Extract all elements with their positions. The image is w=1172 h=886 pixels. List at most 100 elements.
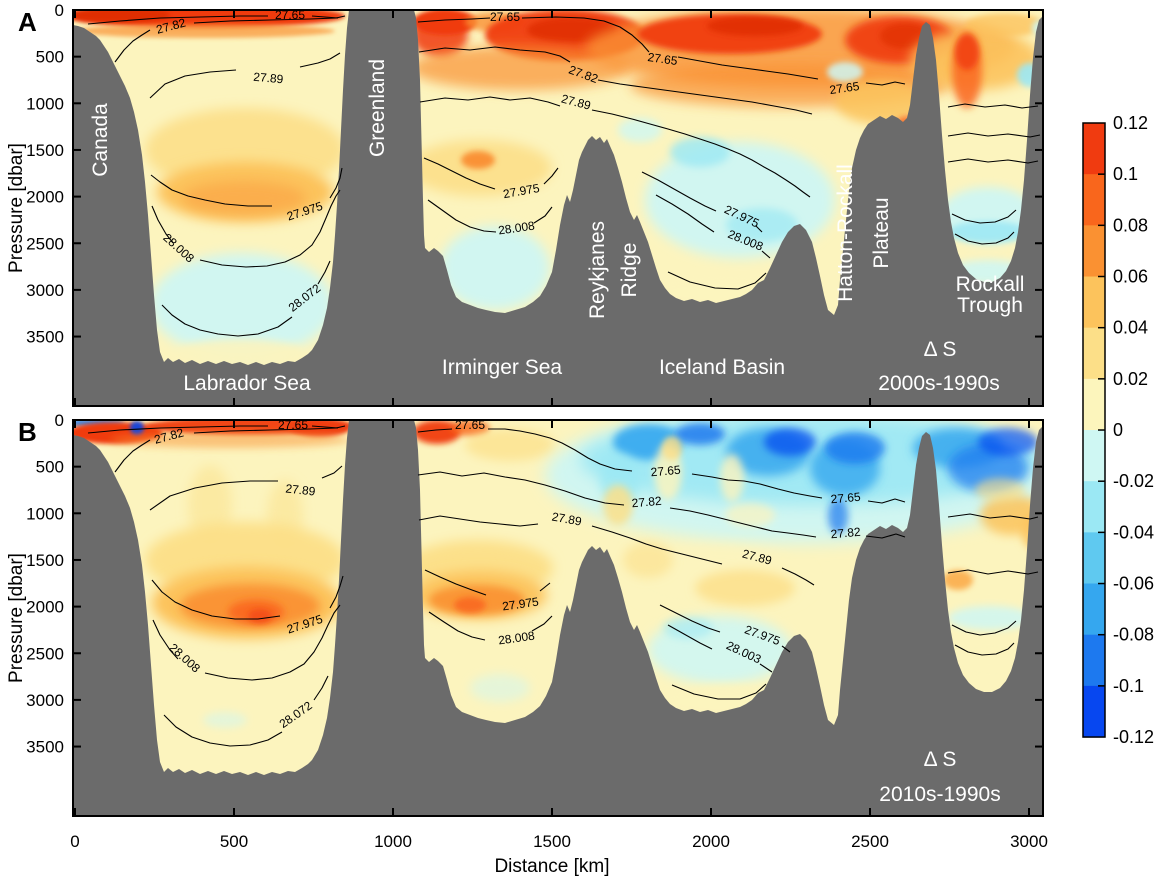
region-label: Trough [957,294,1023,317]
colorbar-tick-label: 0.02 [1113,369,1148,389]
contour-label: 27.65 [830,490,861,507]
color-anomaly-blob [175,339,305,365]
colorbar-segment [1083,276,1105,329]
isopycnal-contour-28.072 [161,260,331,337]
colorbar-segment [1083,123,1105,175]
x-tick-label: 1000 [374,832,412,851]
color-anomaly-blob [110,432,350,448]
y-tick-label-panel-a: 1500 [26,141,64,160]
colorbar-segment [1083,174,1105,226]
y-tick-label-panel-b: 2000 [26,598,64,617]
color-anomaly-blob [73,10,170,23]
color-anomaly-blob [880,23,930,49]
panel-clip-group [73,420,1043,816]
x-tick-label: 1500 [533,832,571,851]
color-anomaly-blob [835,80,925,124]
colorbar-frame [1082,122,1106,738]
contour-label: 28.008 [497,629,536,648]
region-label: 2000s-1990s [878,372,999,395]
colorbar-tick-label: 0.1 [1113,164,1138,184]
colorbar-tick-label: -0.1 [1113,676,1144,696]
color-anomaly-blob [828,498,848,534]
isopycnal-contour-27.975 [659,604,791,653]
region-label: Rockall [956,273,1025,296]
region-label: Reykjanes [586,221,609,319]
y-axis-title-a: Pressure [dbar] [6,143,27,273]
region-label: Δ S [924,338,957,361]
region-label: Greenland [366,59,389,157]
isopycnal-contour-28.008 [428,611,553,641]
region-label: Canada [89,103,112,177]
bathymetry-silhouette [73,10,1043,406]
region-label: Labrador Sea [183,372,311,395]
color-anomaly-blob [603,485,633,525]
colorbar-tick-label: -0.06 [1113,574,1154,594]
region-label: Hatton-Rockall [834,164,857,302]
isopycnal-contour-rockall [947,513,1039,656]
color-anomaly-blob [965,13,1043,37]
region-label: Ridge [618,243,641,298]
colorbar-tick-label: -0.12 [1113,727,1154,747]
color-anomaly-blob [410,46,630,90]
color-anomaly-blob [720,454,744,502]
colorbar-segment [1083,481,1105,533]
color-anomaly-blob [726,208,798,242]
panel-clip-group [73,10,1043,406]
color-anomaly-blob [454,597,486,613]
contour-label: 27.65 [647,50,679,68]
isopycnal-contour-27.975 [151,575,344,620]
region-label: Irminger Sea [442,356,563,379]
region-label: 2010s-1990s [879,783,1000,806]
color-anomaly-blob [663,617,713,639]
color-anomaly-blob [130,421,144,435]
colorbar-segment [1083,532,1105,585]
panel-b: 27.8227.6527.8927.97528.00828.07227.6527… [72,418,1044,817]
bathymetry-silhouette [73,420,1043,816]
color-anomaly-blob [203,712,247,728]
color-anomaly-blob [670,137,730,167]
isopycnal-contour-27.82 [114,425,346,473]
color-anomaly-blob [975,478,1025,502]
color-anomaly-blob [623,542,673,578]
isopycnal-contour-28.003 [667,624,773,673]
axes: Pressure [dbar] Pressure [dbar] Distance… [6,1,1048,877]
colorbar-segment [1083,583,1105,636]
color-anomaly-blob [150,253,334,357]
x-tick-label: 0 [70,832,79,851]
isopycnal-contour-27.82 [114,15,346,63]
isopycnal-contour-27.89 [149,52,341,99]
colorbar-segment [1083,634,1105,687]
y-tick-label-panel-b: 0 [55,411,64,430]
contour-label: 27.975 [502,181,541,201]
contour-label: 27.89 [551,510,583,529]
colorbar-tick-label: -0.04 [1113,522,1154,542]
color-anomaly-blob [948,221,1028,243]
x-tick-label: 500 [220,832,248,851]
y-tick-label-panel-a: 500 [36,48,64,67]
contour-label: 27.975 [501,595,540,614]
colorbar-tick-label: 0.12 [1113,113,1148,133]
y-tick-label-panel-b: 3000 [26,691,64,710]
color-anomaly-blob [662,436,682,460]
y-tick-label-panel-b: 2500 [26,644,64,663]
contour-label: 27.65 [455,418,485,432]
contour-label: 27.65 [275,8,305,22]
contour-label: 27.65 [829,79,861,97]
color-anomaly-blob [675,423,725,445]
colorbar-segment [1083,685,1105,738]
panel-frame [72,419,1044,817]
color-anomaly-blob [470,674,530,702]
color-anomaly-blob [413,420,461,444]
x-axis-title: Distance [km] [494,856,609,877]
panel-a: 27.8227.6527.8927.97528.00828.07227.6527… [72,8,1044,407]
colorbar: 0.12 0.1 0.08 0.06 0.04 0.02 0 -0.02 -0.04 -0.06 -… [1082,113,1154,747]
color-anomaly-blob [955,34,979,70]
contour-label: 27.82 [830,525,861,542]
color-anomaly-blob [825,432,885,464]
colorbar-tick-label: -0.08 [1113,625,1154,645]
isopycnal-contour-28.008 [151,189,341,268]
color-anomaly-blob [413,10,477,35]
isopycnal-contour-27.82 [417,471,906,539]
x-tick-label: 2000 [692,832,730,851]
region-label: Δ S [924,748,957,771]
